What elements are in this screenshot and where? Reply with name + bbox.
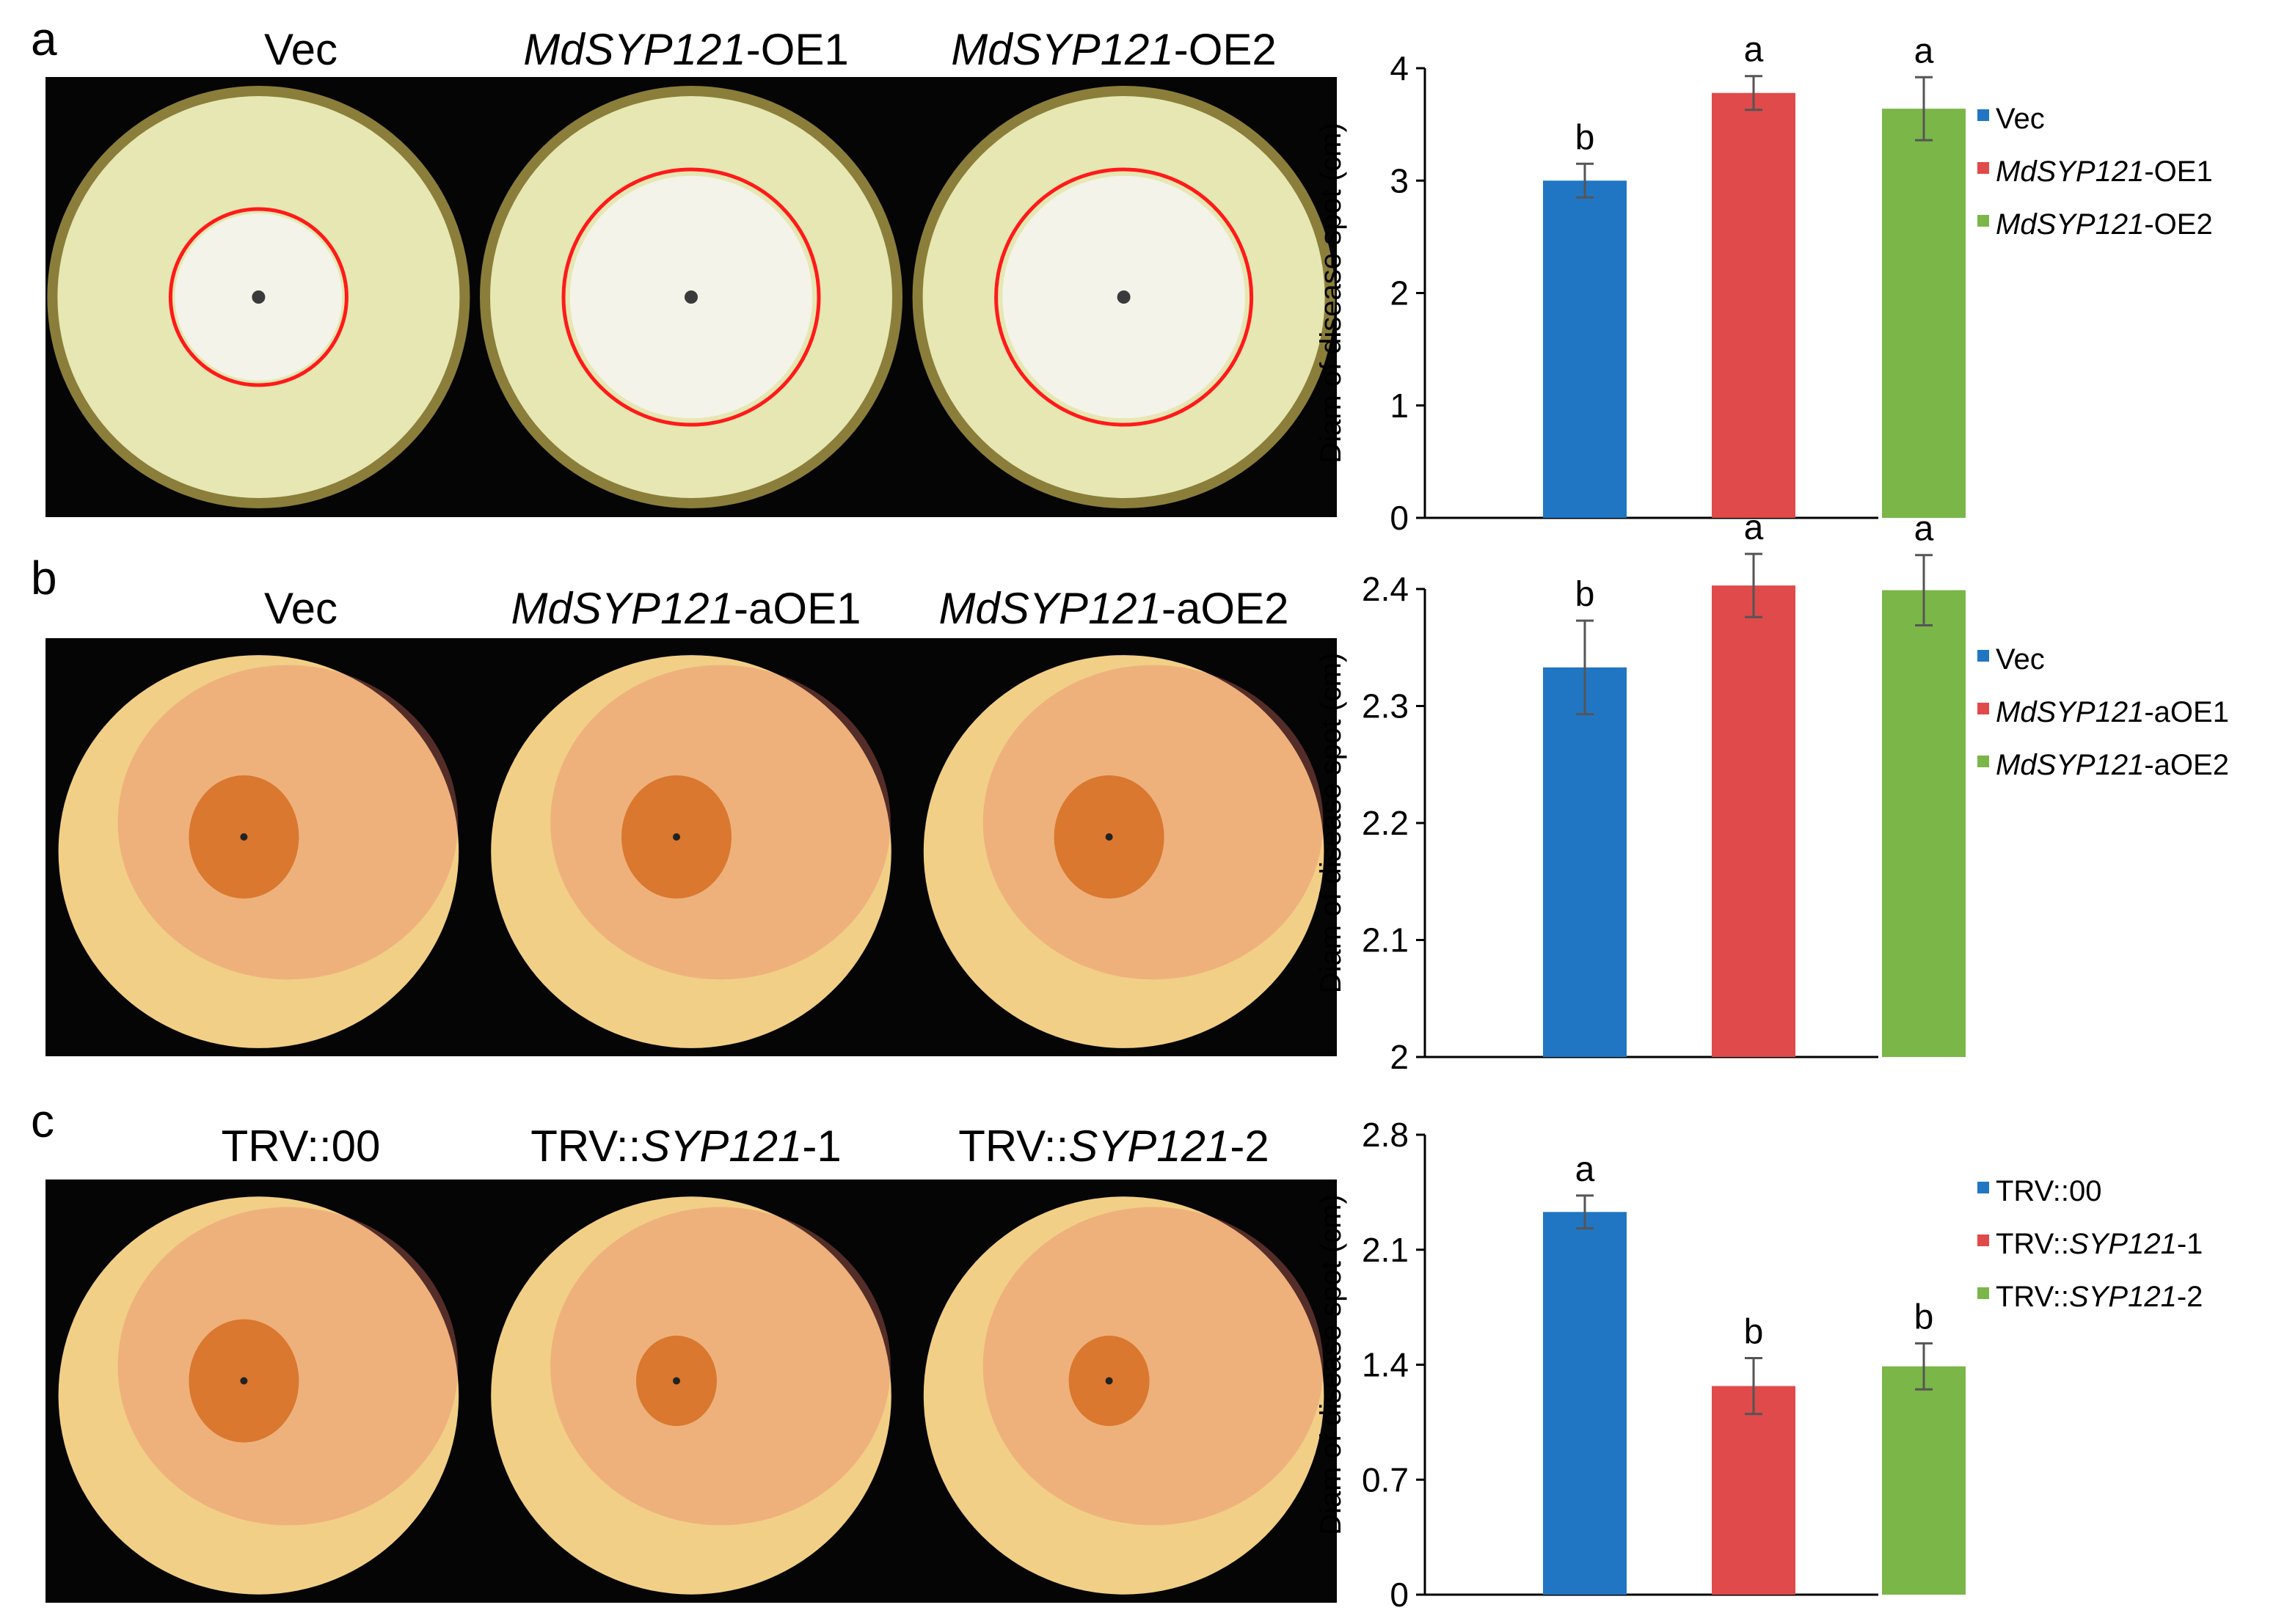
legend-swatch <box>1977 162 1989 174</box>
y-axis-label: Diam of disease spot (cm) <box>1315 653 1347 994</box>
y-tick-label: 0.7 <box>1362 1460 1409 1499</box>
inoculation-point <box>1105 1377 1113 1385</box>
photo-label: Vec <box>264 584 338 633</box>
legend-label: TRV::SYP121-1 <box>1996 1228 2203 1260</box>
y-tick-label: 2.2 <box>1362 804 1409 842</box>
bar <box>1712 92 1795 519</box>
inoculation-point <box>673 833 680 841</box>
legend-swatch <box>1977 1235 1989 1246</box>
y-axis-label: Diam of disease spot (cm) <box>1315 122 1347 464</box>
bar <box>1882 109 1966 519</box>
inoculation-point <box>252 290 266 304</box>
significance-letter: a <box>1914 510 1934 549</box>
legend-label: MdSYP121-aOE1 <box>1996 696 2229 728</box>
panel-letter: a <box>31 12 57 65</box>
panel-letter: c <box>31 1094 54 1147</box>
legend-swatch <box>1977 215 1989 227</box>
lesion-circle <box>168 207 349 387</box>
inoculation-point <box>1117 290 1131 304</box>
y-tick-label: 2.1 <box>1362 921 1409 959</box>
photo-label: TRV::SYP121-1 <box>530 1122 842 1171</box>
bar-chart: 2 2.1 2.2 2.3 2.4 Diam of disease spot (cm) b a… <box>1315 508 2229 1076</box>
photo-label: TRV::00 <box>222 1122 381 1171</box>
inoculation-point <box>685 290 698 304</box>
lesion-circle <box>561 167 821 427</box>
inoculation-point <box>240 1377 248 1385</box>
legend-swatch <box>1977 650 1989 662</box>
y-tick-label: 2.1 <box>1362 1231 1409 1269</box>
photo-label: Vec <box>264 25 338 74</box>
significance-letter: b <box>1575 575 1595 614</box>
significance-letter: a <box>1744 508 1764 547</box>
bar-chart: 0 1 2 3 4 Diam of disease spot (cm) b a a Vec MdSY… <box>1315 31 2213 537</box>
photo-label: MdSYP121-OE2 <box>951 25 1277 74</box>
legend-swatch <box>1977 109 1989 121</box>
y-axis-label: Diam of disease spot (cm) <box>1315 1194 1347 1535</box>
significance-letter: b <box>1575 118 1595 157</box>
inoculation-point <box>673 1377 680 1385</box>
y-tick-label: 2.4 <box>1362 570 1409 608</box>
apple-blush <box>550 1207 891 1526</box>
legend-swatch <box>1977 703 1989 714</box>
y-tick-label: 0 <box>1390 499 1409 537</box>
legend-swatch <box>1977 1182 1989 1193</box>
significance-letter: a <box>1744 31 1764 70</box>
legend-label: MdSYP121-OE1 <box>1996 156 2213 188</box>
legend-label: Vec <box>1996 643 2045 676</box>
bar <box>1882 1366 1966 1595</box>
y-tick-label: 4 <box>1390 49 1409 87</box>
apple-blush <box>982 1207 1324 1526</box>
legend-label: TRV::SYP121-2 <box>1996 1281 2203 1313</box>
photo-label: MdSYP121-aOE2 <box>939 584 1289 633</box>
inoculation-point <box>1105 833 1113 841</box>
bar <box>1543 1212 1627 1595</box>
photo-label: MdSYP121-OE1 <box>523 25 849 74</box>
legend-label: MdSYP121-OE2 <box>1996 208 2213 241</box>
y-tick-label: 1 <box>1390 387 1409 425</box>
y-tick-label: 0 <box>1390 1576 1409 1614</box>
legend-label: Vec <box>1996 103 2045 135</box>
y-tick-label: 2 <box>1390 274 1409 312</box>
y-tick-label: 2.8 <box>1362 1116 1409 1154</box>
photo-label: TRV::SYP121-2 <box>958 1122 1269 1171</box>
bar <box>1543 667 1627 1057</box>
y-tick-label: 2.3 <box>1362 687 1409 725</box>
significance-letter: b <box>1914 1298 1934 1336</box>
panel-letter: b <box>31 552 57 604</box>
legend-label: TRV::00 <box>1996 1175 2102 1207</box>
lesion-circle <box>994 167 1254 427</box>
bar <box>1712 1386 1795 1595</box>
y-tick-label: 3 <box>1390 161 1409 200</box>
photo-label: MdSYP121-aOE1 <box>511 584 861 633</box>
y-tick-label: 1.4 <box>1362 1346 1409 1384</box>
photo-panel <box>45 1179 1337 1603</box>
significance-letter: b <box>1744 1313 1764 1352</box>
bar-chart: 0 0.7 1.4 2.1 2.8 Diam of disease spot (cm) a b… <box>1315 1116 2203 1614</box>
legend-swatch <box>1977 1287 1989 1299</box>
significance-letter: a <box>1914 32 1934 70</box>
bar <box>1882 590 1966 1057</box>
significance-letter: a <box>1575 1150 1595 1189</box>
legend-label: MdSYP121-aOE2 <box>1996 749 2229 781</box>
legend-swatch <box>1977 756 1989 767</box>
inoculation-point <box>240 833 248 841</box>
bar <box>1712 585 1795 1057</box>
photo-panel <box>45 638 1337 1056</box>
y-tick-label: 2 <box>1390 1038 1409 1076</box>
bar <box>1543 180 1627 518</box>
photo-panel <box>45 77 1337 517</box>
